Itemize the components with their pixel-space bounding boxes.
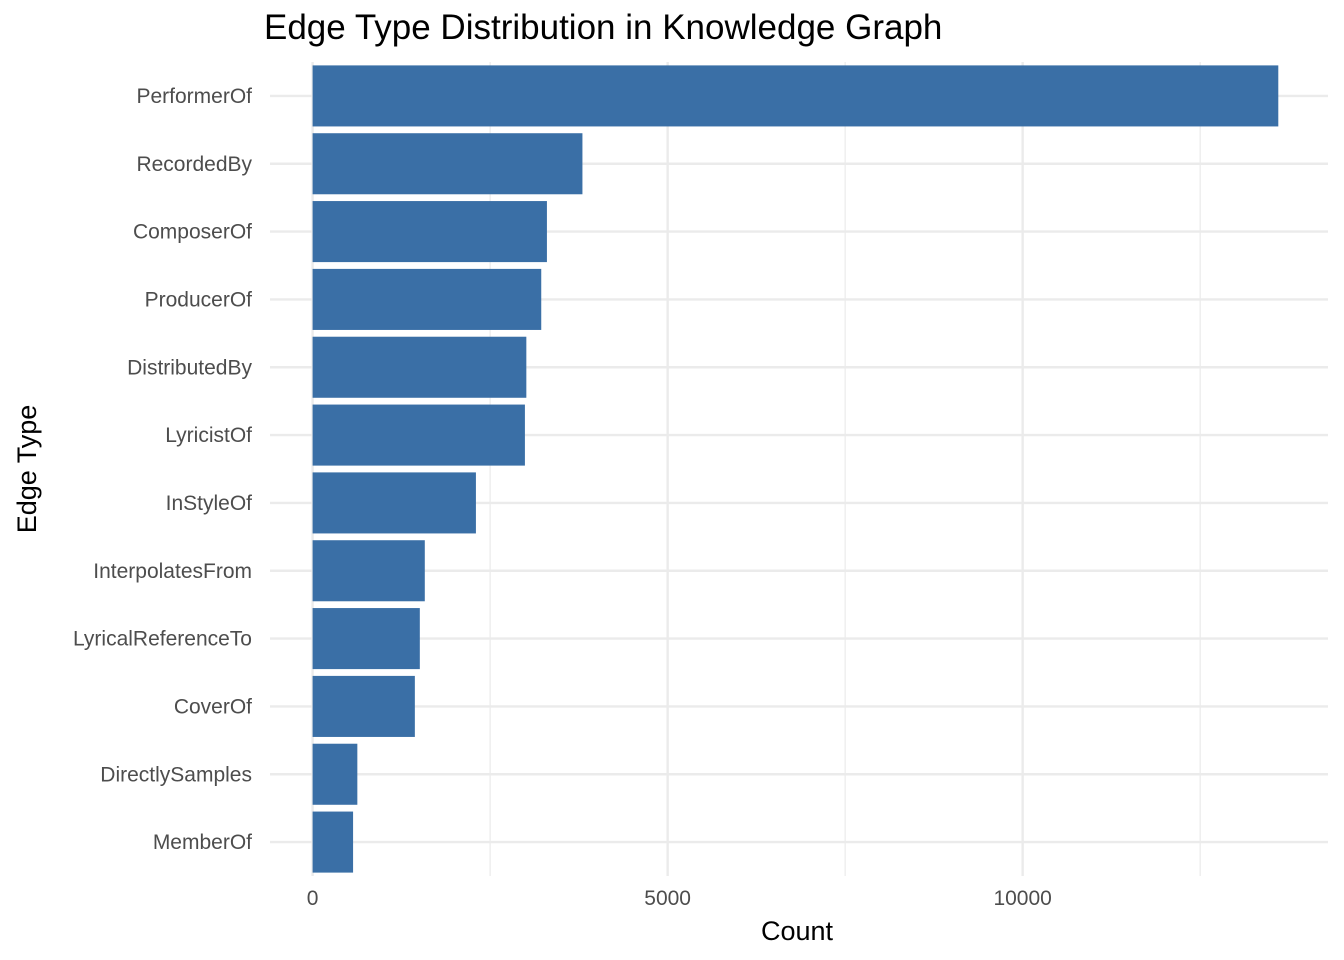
bar-distributedby: [312, 336, 527, 398]
bar-recordedby: [312, 133, 583, 195]
bar-lyricistof: [312, 404, 525, 466]
y-tick-label: LyricistOf: [165, 424, 252, 447]
bar-performerof: [312, 65, 1279, 127]
x-tick-label: 10000: [993, 887, 1051, 910]
bar-composerof: [312, 201, 547, 263]
y-tick-label: PerformerOf: [136, 85, 252, 108]
x-tick-labels: 0 5000 10000: [307, 887, 1052, 910]
y-axis-title: Edge Type: [12, 405, 42, 534]
y-tick-label: ProducerOf: [145, 288, 253, 311]
y-tick-label: InterpolatesFrom: [93, 560, 252, 583]
bars: [312, 65, 1279, 873]
y-tick-label: DistributedBy: [127, 356, 252, 379]
y-tick-label: CoverOf: [174, 695, 252, 718]
bar-interpolatesfrom: [312, 540, 425, 602]
y-tick-label: DirectlySamples: [100, 763, 252, 786]
y-tick-label: MemberOf: [153, 831, 252, 854]
y-tick-label: InStyleOf: [166, 492, 253, 515]
minor-gridlines: [489, 62, 1201, 876]
bar-memberof: [312, 811, 354, 873]
bar-directlysamples: [312, 743, 358, 805]
y-tick-label: ComposerOf: [133, 221, 252, 244]
bar-instyleof: [312, 472, 476, 534]
y-tick-label: LyricalReferenceTo: [73, 628, 252, 651]
y-tick-label: RecordedBy: [136, 153, 252, 176]
bar-lyricalreferenceto: [312, 608, 420, 670]
x-tick-label: 0: [307, 887, 319, 910]
bar-coverof: [312, 675, 415, 737]
chart-title: Edge Type Distribution in Knowledge Grap…: [264, 8, 943, 47]
y-tick-labels: PerformerOf RecordedBy ComposerOf ProducerO…: [73, 85, 252, 854]
x-axis-title: Count: [761, 916, 834, 946]
bar-producerof: [312, 268, 542, 330]
x-tick-label: 5000: [644, 887, 691, 910]
